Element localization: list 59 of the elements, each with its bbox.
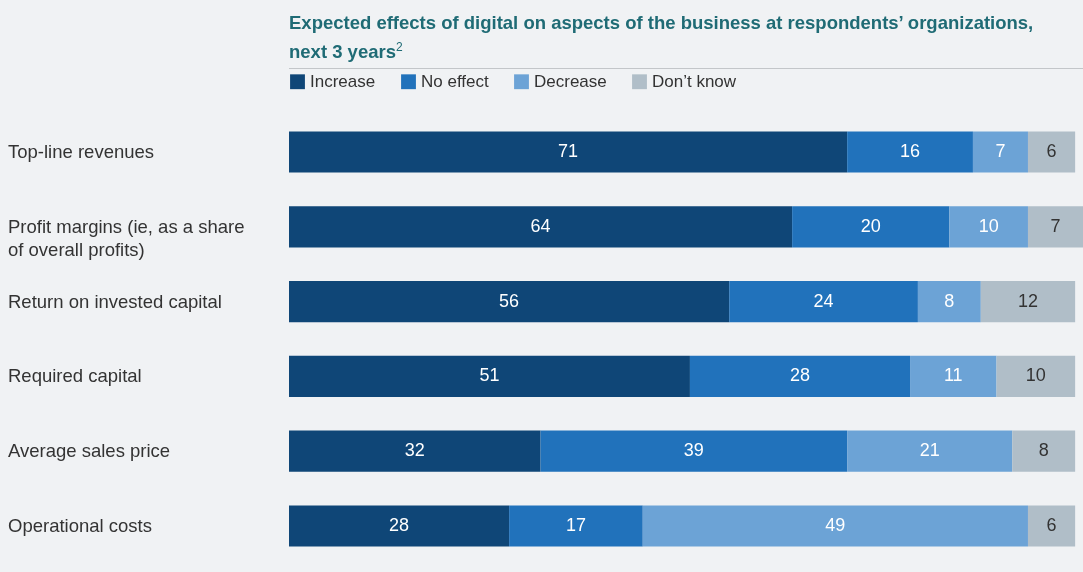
bar [980,281,1076,323]
bar [289,281,730,323]
y-tick-label: Required capital [8,365,142,387]
bar [996,355,1076,397]
bar [972,131,1028,173]
legend-label: Decrease [534,71,607,91]
bar [792,206,950,248]
data-label: 56 [499,290,520,311]
data-label: 17 [565,514,586,535]
bar [289,355,690,397]
data-label: 21 [919,440,940,461]
y-tick-label: Profit margins (ie, as a share of overall profits) [8,215,245,260]
legend-label: Don’t know [652,71,737,91]
bar [1012,430,1076,472]
data-label: 49 [825,514,846,535]
legend-label: Increase [310,71,376,91]
data-label: 7 [995,141,1006,162]
data-label: 8 [1038,440,1049,461]
bar [509,505,643,547]
data-label: 12 [1017,290,1038,311]
bar [847,131,973,173]
bar [847,430,1013,472]
data-label: 10 [1025,365,1046,386]
y-tick-label: Average sales price [8,440,171,462]
bar [689,355,911,397]
bar [289,505,510,547]
bar [642,505,1028,547]
bar [729,281,918,323]
data-label: 6 [1046,141,1057,162]
y-tick-label: Operational costs [8,514,152,536]
data-label: 7 [1050,215,1061,236]
data-label: 20 [860,215,881,236]
bar [1027,505,1076,547]
bar [917,281,981,323]
data-label: 11 [943,365,963,386]
bar [949,206,1028,248]
bar [289,430,541,472]
data-label: 8 [944,290,955,311]
data-label: 16 [900,141,921,162]
bar [1027,206,1083,248]
data-label: 71 [558,141,579,162]
data-label: 51 [479,365,500,386]
data-label: 6 [1046,514,1057,535]
legend-label: No effect [421,71,489,91]
data-label: 28 [389,514,410,535]
data-label: 39 [683,440,704,461]
bar [910,355,997,397]
bar [289,206,793,248]
y-tick-label: Top-line revenues [8,141,155,163]
data-label: 28 [789,365,811,386]
bar [540,430,848,472]
data-label: 32 [404,440,425,461]
y-tick-label: Return on invested capital [8,290,222,312]
bar [1027,131,1076,173]
data-label: 24 [813,290,834,311]
data-label: 64 [530,215,551,236]
bar [289,131,848,173]
chart-title: Expected effects of digital on aspects of the business at respondents’ organizations, next 3 years$^{2}$ [289,11,1035,65]
data-label: 10 [978,215,999,236]
